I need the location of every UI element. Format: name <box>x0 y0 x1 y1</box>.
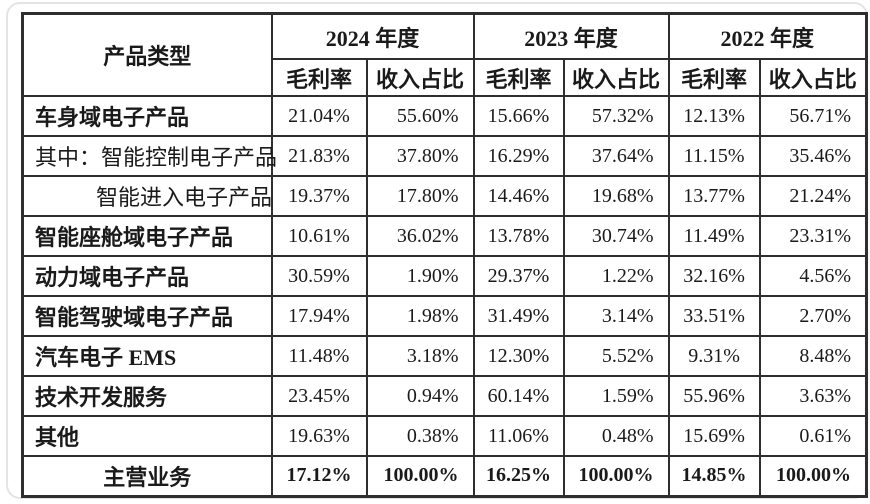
revenue-share-cell: 37.80% <box>365 135 475 177</box>
subheader-margin-2024: 毛利率 <box>270 58 368 97</box>
revenue-share-cell: 19.68% <box>562 175 670 217</box>
table-row-auto-ems: 汽车电子 EMS 11.48% 3.18% 12.30% 5.52% 9.31%… <box>21 335 868 377</box>
row-label: 技术开发服务 <box>21 375 273 417</box>
gross-margin-cell: 17.12% <box>270 455 368 497</box>
revenue-share-cell: 35.46% <box>758 135 868 177</box>
revenue-share-cell: 4.56% <box>758 255 868 297</box>
table-row-smart-driving: 智能驾驶域电子产品 17.94% 1.98% 31.49% 3.14% 33.5… <box>21 295 868 337</box>
gross-margin-cell: 55.96% <box>667 375 761 417</box>
gross-margin-cell: 13.78% <box>472 215 565 257</box>
revenue-share-cell: 37.64% <box>562 135 670 177</box>
product-type-header: 产品类型 <box>21 12 273 97</box>
year-2024-header: 2024 年度 <box>270 12 475 60</box>
gross-margin-cell: 23.45% <box>270 375 368 417</box>
revenue-share-cell: 0.94% <box>365 375 475 417</box>
revenue-share-cell: 1.90% <box>365 255 475 297</box>
gross-margin-cell: 11.06% <box>472 415 565 457</box>
gross-margin-cell: 33.51% <box>667 295 761 337</box>
gross-margin-cell: 32.16% <box>667 255 761 297</box>
revenue-share-cell: 30.74% <box>562 215 670 257</box>
gross-margin-cell: 13.77% <box>667 175 761 217</box>
subheader-share-2024: 收入占比 <box>365 58 475 97</box>
row-label: 动力域电子产品 <box>21 255 273 297</box>
revenue-share-cell: 21.24% <box>758 175 868 217</box>
row-label: 车身域电子产品 <box>21 95 273 137</box>
revenue-share-cell: 100.00% <box>365 455 475 497</box>
gross-margin-cell: 16.25% <box>472 455 565 497</box>
gross-margin-cell: 31.49% <box>472 295 565 337</box>
gross-margin-cell: 19.37% <box>270 175 368 217</box>
table-row-smart-entry: 智能进入电子产品 19.37% 17.80% 14.46% 19.68% 13.… <box>21 175 868 217</box>
revenue-share-cell: 17.80% <box>365 175 475 217</box>
table-row-incl-smart-control: 其中：智能控制电子产品 21.83% 37.80% 16.29% 37.64% … <box>21 135 868 177</box>
year-2023-header: 2023 年度 <box>472 12 670 60</box>
gross-margin-cell: 15.66% <box>472 95 565 137</box>
gross-margin-cell: 29.37% <box>472 255 565 297</box>
revenue-share-cell: 2.70% <box>758 295 868 337</box>
gross-margin-cell: 19.63% <box>270 415 368 457</box>
revenue-share-cell: 0.61% <box>758 415 868 457</box>
gross-margin-cell: 15.69% <box>667 415 761 457</box>
gross-margin-cell: 12.30% <box>472 335 565 377</box>
table-row-tech-dev-services: 技术开发服务 23.45% 0.94% 60.14% 1.59% 55.96% … <box>21 375 868 417</box>
revenue-share-cell: 0.48% <box>562 415 670 457</box>
table-row-smart-cockpit: 智能座舱域电子产品 10.61% 36.02% 13.78% 30.74% 11… <box>21 215 868 257</box>
gross-margin-cell: 21.04% <box>270 95 368 137</box>
revenue-share-cell: 5.52% <box>562 335 670 377</box>
revenue-share-cell: 0.38% <box>365 415 475 457</box>
gross-margin-cell: 17.94% <box>270 295 368 337</box>
subheader-margin-2022: 毛利率 <box>667 58 761 97</box>
subheader-share-2022: 收入占比 <box>758 58 868 97</box>
revenue-share-cell: 56.71% <box>758 95 868 137</box>
row-label: 其他 <box>21 415 273 457</box>
revenue-share-cell: 36.02% <box>365 215 475 257</box>
gross-margin-cell: 12.13% <box>667 95 761 137</box>
table-row-body-domain: 车身域电子产品 21.04% 55.60% 15.66% 57.32% 12.1… <box>21 95 868 137</box>
gross-margin-cell: 60.14% <box>472 375 565 417</box>
row-label: 其中：智能控制电子产品 <box>21 135 277 177</box>
gross-margin-cell: 21.83% <box>270 135 368 177</box>
row-label: 智能座舱域电子产品 <box>21 215 273 257</box>
revenue-share-cell: 3.14% <box>562 295 670 337</box>
revenue-share-cell: 1.98% <box>365 295 475 337</box>
gross-margin-cell: 14.85% <box>667 455 761 497</box>
revenue-share-cell: 55.60% <box>365 95 475 137</box>
row-label: 智能进入电子产品 <box>21 175 273 217</box>
revenue-share-cell: 8.48% <box>758 335 868 377</box>
revenue-share-cell: 3.18% <box>365 335 475 377</box>
revenue-share-cell: 100.00% <box>758 455 868 497</box>
revenue-share-cell: 1.59% <box>562 375 670 417</box>
subheader-share-2023: 收入占比 <box>562 58 670 97</box>
row-label: 智能驾驶域电子产品 <box>21 295 273 337</box>
row-label: 主营业务 <box>21 455 273 497</box>
revenue-share-cell: 23.31% <box>758 215 868 257</box>
table-row-main-business-total: 主营业务 17.12% 100.00% 16.25% 100.00% 14.85… <box>21 455 868 497</box>
gross-margin-cell: 11.49% <box>667 215 761 257</box>
year-2022-header: 2022 年度 <box>667 12 868 60</box>
revenue-share-cell: 57.32% <box>562 95 670 137</box>
table-row-others: 其他 19.63% 0.38% 11.06% 0.48% 15.69% 0.61… <box>21 415 868 457</box>
product-margin-revenue-table: 产品类型 2024 年度 2023 年度 2022 年度 毛利率 收入占比 毛利… <box>21 12 869 498</box>
gross-margin-cell: 30.59% <box>270 255 368 297</box>
revenue-share-cell: 1.22% <box>562 255 670 297</box>
gross-margin-cell: 11.15% <box>667 135 761 177</box>
revenue-share-cell: 100.00% <box>562 455 670 497</box>
gross-margin-cell: 11.48% <box>270 335 368 377</box>
gross-margin-cell: 14.46% <box>472 175 565 217</box>
gross-margin-cell: 16.29% <box>472 135 565 177</box>
table-row-power-domain: 动力域电子产品 30.59% 1.90% 29.37% 1.22% 32.16%… <box>21 255 868 297</box>
gross-margin-cell: 9.31% <box>667 335 761 377</box>
revenue-share-cell: 3.63% <box>758 375 868 417</box>
row-label: 汽车电子 EMS <box>21 335 273 377</box>
header-row-metrics: 毛利率 收入占比 毛利率 收入占比 毛利率 收入占比 <box>23 58 868 97</box>
gross-margin-cell: 10.61% <box>270 215 368 257</box>
header-row-years: 产品类型 2024 年度 2023 年度 2022 年度 <box>21 12 868 97</box>
subheader-margin-2023: 毛利率 <box>472 58 565 97</box>
